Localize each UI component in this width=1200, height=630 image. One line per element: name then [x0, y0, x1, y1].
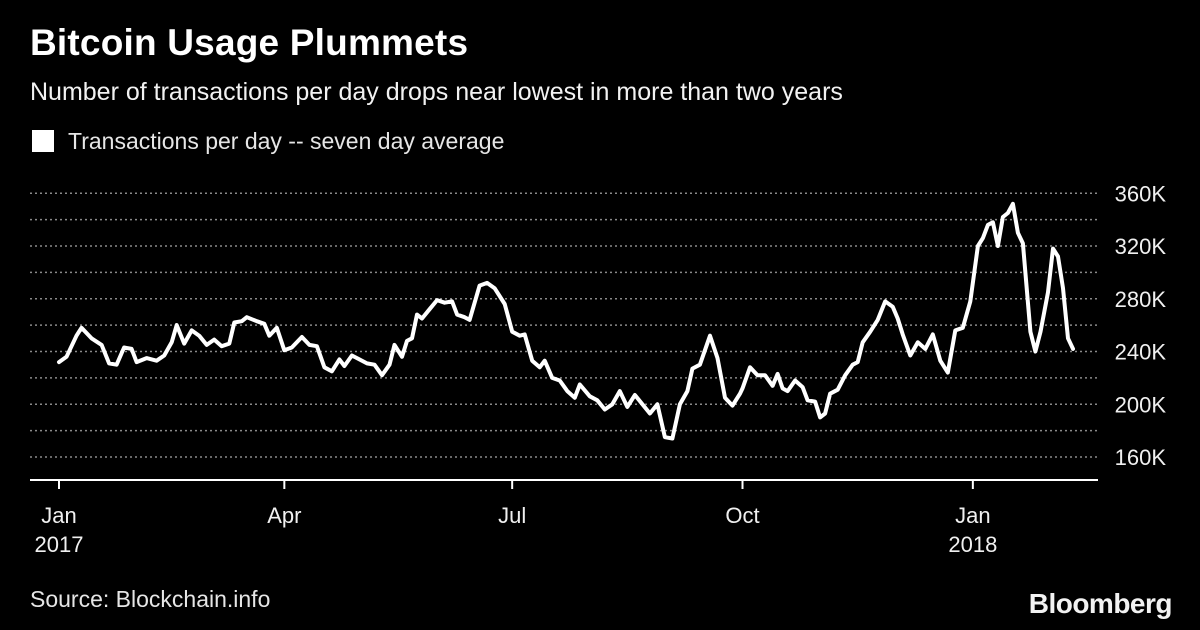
- x-tick-label: Oct: [725, 503, 759, 528]
- chart-title: Bitcoin Usage Plummets: [30, 22, 469, 63]
- chart-subtitle: Number of transactions per day drops nea…: [30, 78, 843, 106]
- x-tick-sublabel: 2017: [35, 532, 84, 557]
- x-tick-label: Jul: [498, 503, 526, 528]
- legend-swatch: [32, 130, 54, 152]
- legend-label: Transactions per day -- seven day averag…: [68, 127, 505, 154]
- y-tick-label: 320K: [1115, 234, 1167, 259]
- x-axis: Jan 2017 Apr Jul Oct Jan 2018: [30, 479, 1098, 557]
- y-tick-label: 200K: [1115, 392, 1167, 417]
- x-tick-label: Jan: [955, 503, 990, 528]
- x-tick-label: Apr: [267, 503, 301, 528]
- y-tick-label: 160K: [1115, 445, 1167, 470]
- grid-lines: [30, 192, 1098, 458]
- y-tick-label: 280K: [1115, 287, 1167, 312]
- legend: Transactions per day -- seven day averag…: [32, 126, 504, 156]
- y-axis: 360K 320K 280K 240K 200K 160K: [1115, 181, 1167, 470]
- series-line-transactions: [57, 201, 1075, 441]
- source-note: Source: Blockchain.info: [30, 586, 271, 612]
- bloomberg-logo: Bloomberg: [1028, 588, 1173, 619]
- y-tick-label: 360K: [1115, 181, 1167, 206]
- y-tick-label: 240K: [1115, 340, 1167, 365]
- x-tick-label: Jan: [41, 503, 76, 528]
- x-tick-sublabel: 2018: [948, 532, 997, 557]
